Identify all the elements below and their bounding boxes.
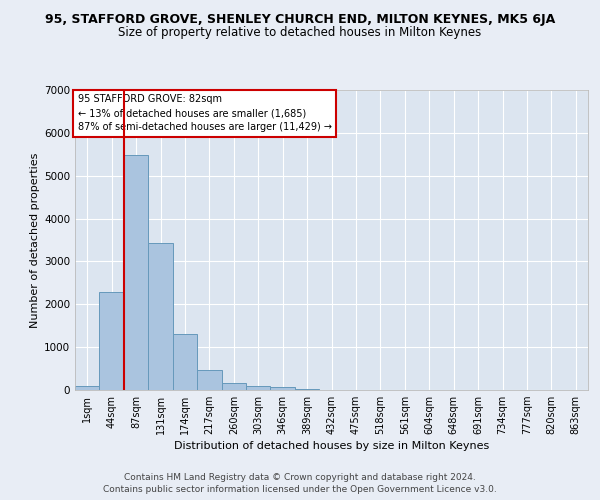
Text: 95, STAFFORD GROVE, SHENLEY CHURCH END, MILTON KEYNES, MK5 6JA: 95, STAFFORD GROVE, SHENLEY CHURCH END, … <box>45 12 555 26</box>
Bar <box>173 334 197 390</box>
Y-axis label: Number of detached properties: Number of detached properties <box>30 152 40 328</box>
Text: 95 STAFFORD GROVE: 82sqm
← 13% of detached houses are smaller (1,685)
87% of sem: 95 STAFFORD GROVE: 82sqm ← 13% of detach… <box>77 94 332 132</box>
Bar <box>197 370 221 390</box>
Text: Contains public sector information licensed under the Open Government Licence v3: Contains public sector information licen… <box>103 485 497 494</box>
Text: Contains HM Land Registry data © Crown copyright and database right 2024.: Contains HM Land Registry data © Crown c… <box>124 472 476 482</box>
Bar <box>246 386 271 390</box>
X-axis label: Distribution of detached houses by size in Milton Keynes: Distribution of detached houses by size … <box>174 442 489 452</box>
Bar <box>75 386 100 390</box>
Text: Size of property relative to detached houses in Milton Keynes: Size of property relative to detached ho… <box>118 26 482 39</box>
Bar <box>221 383 246 390</box>
Bar <box>271 387 295 390</box>
Bar <box>148 242 173 390</box>
Bar <box>124 155 148 390</box>
Bar <box>100 292 124 390</box>
Bar <box>295 388 319 390</box>
